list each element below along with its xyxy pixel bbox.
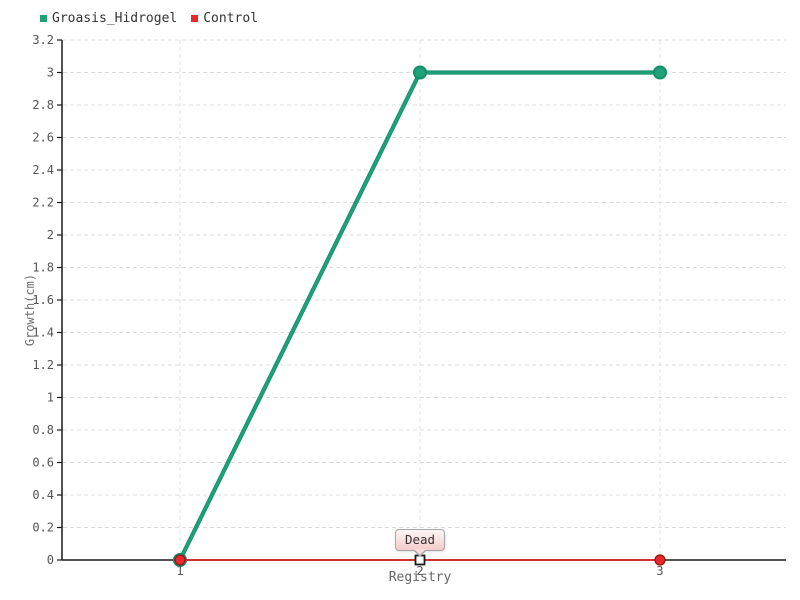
y-tick-label: 2.6 bbox=[32, 131, 54, 145]
legend-swatch-icon bbox=[191, 15, 199, 22]
y-tick-label: 1.8 bbox=[32, 261, 54, 275]
y-tick-label: 1.2 bbox=[32, 358, 54, 372]
y-tick-label: 1 bbox=[47, 391, 54, 405]
legend-label: Control bbox=[203, 11, 259, 26]
y-tick-label: 1.6 bbox=[32, 293, 54, 307]
x-tick-label: 2 bbox=[416, 564, 423, 578]
y-tick-label: 0.8 bbox=[32, 423, 54, 437]
y-tick-label: 2.8 bbox=[32, 98, 54, 112]
tooltip: Dead bbox=[394, 529, 446, 551]
x-tick-label: 3 bbox=[656, 564, 663, 578]
y-tick-label: 0.6 bbox=[32, 456, 54, 470]
x-axis-title: Registry bbox=[388, 570, 452, 585]
y-tick-label: 3 bbox=[47, 66, 54, 80]
y-tick-label: 1.4 bbox=[32, 326, 54, 340]
legend: Groasis_Hidrogel Control bbox=[40, 11, 258, 26]
tooltip-text: Dead bbox=[404, 532, 436, 547]
y-tick-label: 2 bbox=[47, 228, 54, 242]
y-tick-label: 2.4 bbox=[32, 163, 54, 177]
y-tick-label: 0.4 bbox=[32, 488, 54, 502]
legend-swatch-icon bbox=[40, 15, 47, 22]
legend-label: Groasis_Hidrogel bbox=[52, 11, 178, 26]
data-point-control[interactable] bbox=[654, 554, 666, 566]
y-tick-label: 3.2 bbox=[32, 33, 54, 47]
data-point-control[interactable] bbox=[174, 554, 186, 566]
legend-item-control[interactable]: Control bbox=[191, 11, 258, 26]
y-tick-label: 2.2 bbox=[32, 196, 54, 210]
y-tick-label: 0 bbox=[47, 553, 54, 567]
y-tick-label: 0.2 bbox=[32, 521, 54, 535]
x-tick-label: 1 bbox=[176, 564, 183, 578]
y-axis-title: Growth(cm) bbox=[23, 273, 37, 347]
data-point-groasis_hidrogel[interactable] bbox=[413, 65, 427, 80]
legend-item-groasis_hidrogel[interactable]: Groasis_Hidrogel bbox=[40, 11, 177, 26]
data-point-groasis_hidrogel[interactable] bbox=[653, 65, 667, 80]
